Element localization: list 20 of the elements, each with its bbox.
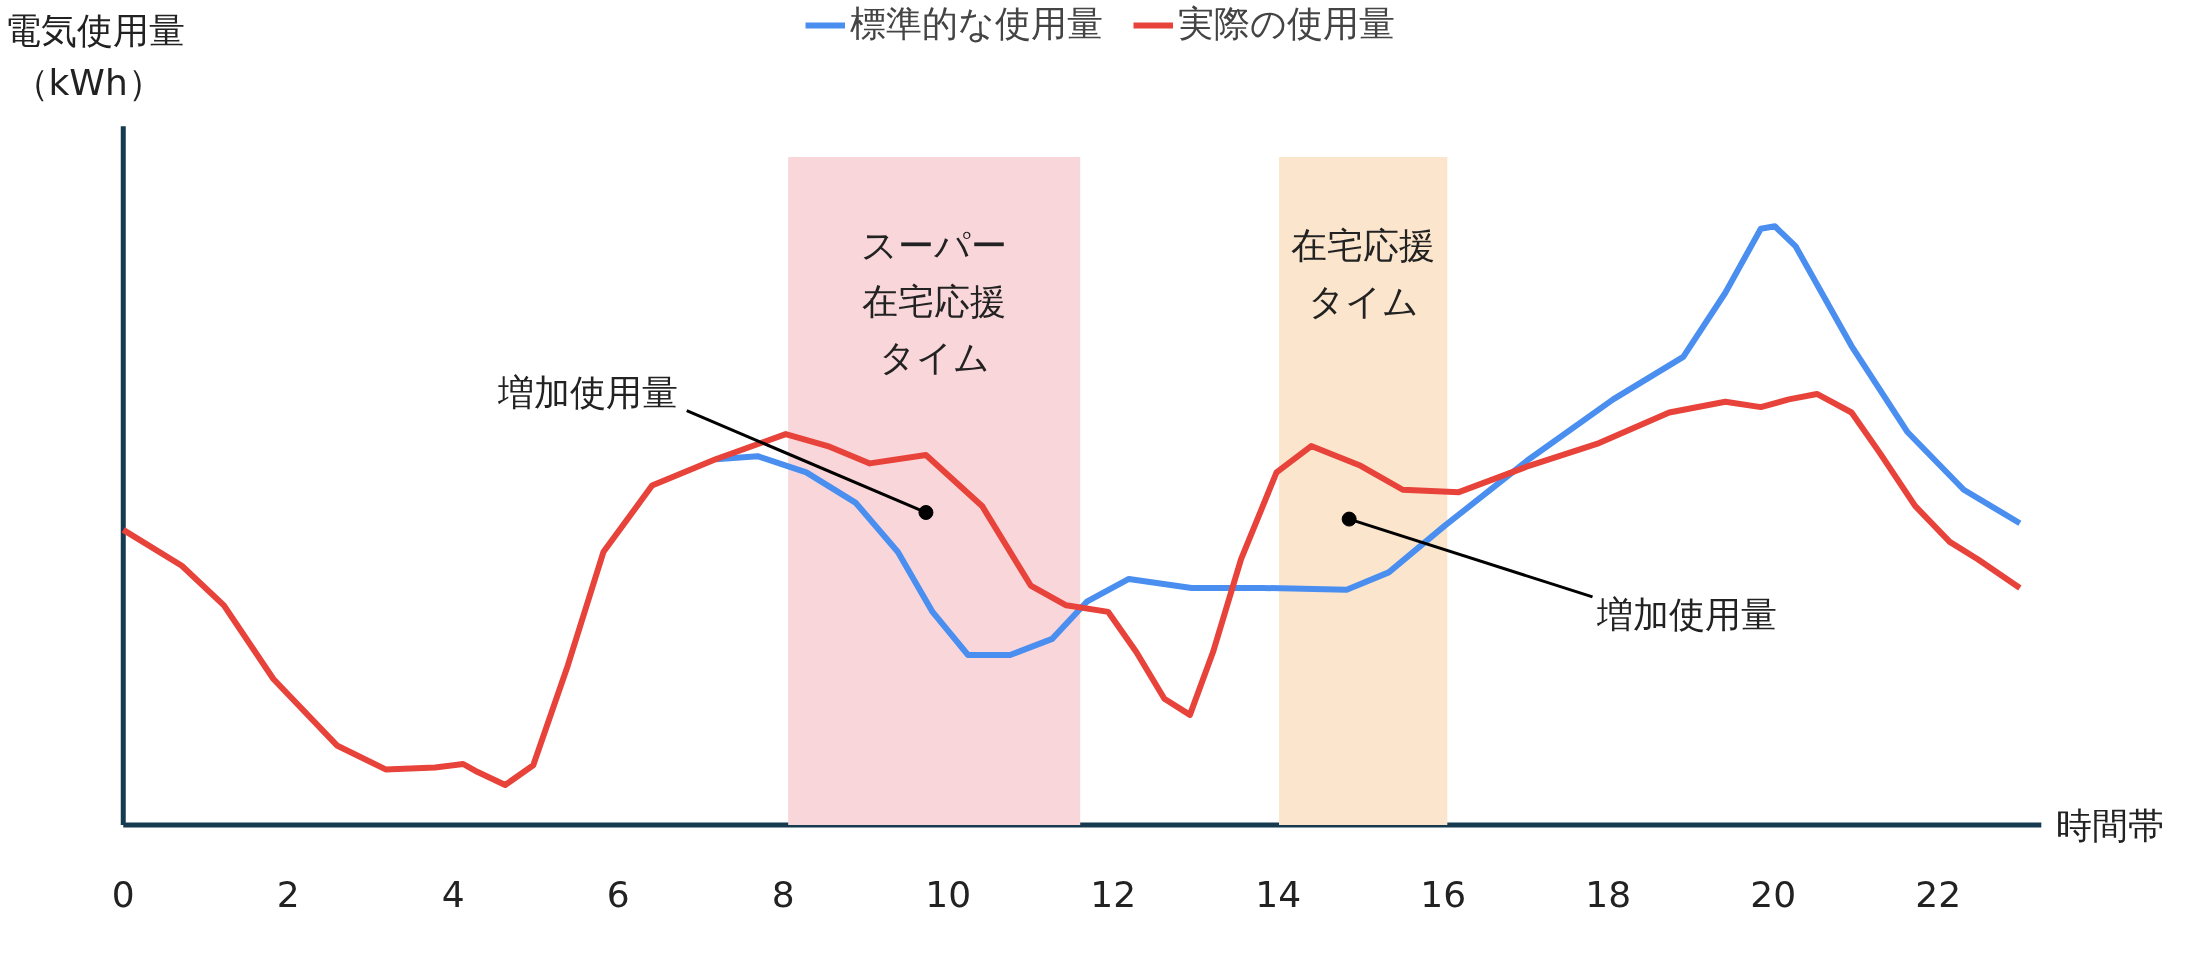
band-label: 在宅応援タイム xyxy=(1291,224,1436,322)
x-tick-label: 22 xyxy=(1915,873,1962,915)
x-tick-label: 0 xyxy=(111,873,135,915)
x-tick-label: 12 xyxy=(1090,873,1137,915)
x-tick-label: 18 xyxy=(1585,873,1632,915)
x-tick-label: 20 xyxy=(1750,873,1797,915)
x-tick-label: 8 xyxy=(771,873,795,915)
annotation: 増加使用量 xyxy=(497,372,679,414)
x-tick-label: 6 xyxy=(606,873,630,915)
x-tick-label: 16 xyxy=(1420,873,1467,915)
band-label: スーパー在宅応援タイム xyxy=(861,224,1008,378)
x-tick-label: 10 xyxy=(925,873,972,915)
x-tick-label: 2 xyxy=(276,873,300,915)
x-tick-label: 4 xyxy=(441,873,465,915)
legend-label: 実際の使用量 xyxy=(1178,2,1395,46)
x-axis-title: 時間帯 xyxy=(2056,804,2165,846)
y-axis-title: 電気使用量（kWh） xyxy=(4,10,185,103)
legend-label: 標準的な使用量 xyxy=(850,2,1103,46)
annotation: 増加使用量 xyxy=(1595,594,1777,636)
x-tick-label: 14 xyxy=(1255,873,1302,915)
